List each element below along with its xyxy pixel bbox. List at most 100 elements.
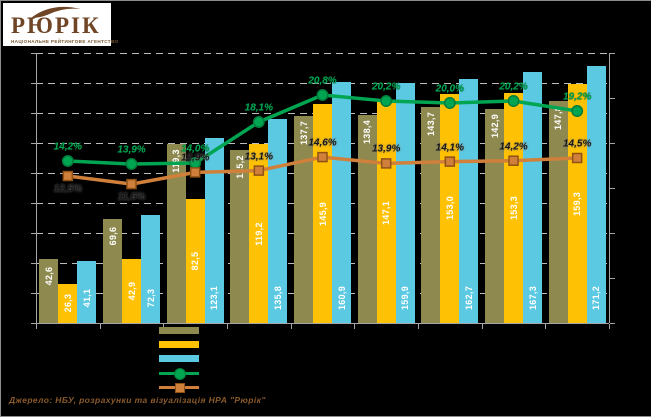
green-percent-line-marker: [316, 89, 329, 101]
olive-bar-swatch: [159, 327, 199, 334]
olive-bar: [166, 144, 186, 323]
gold-bars-value-label: 82,5: [190, 251, 201, 271]
cyan-bars-value-label: 41,1: [81, 288, 92, 308]
cyan-bar: [586, 66, 606, 323]
orange-percent-line-label: 14,5%: [562, 138, 592, 150]
gold-bars-value-label: 26,3: [62, 293, 73, 313]
legend-item-orange-line-swatch: [159, 382, 199, 393]
logo-box: РЮРІК НАЦІОНАЛЬНЕ РЕЙТИНГОВЕ АГЕНТСТВО: [3, 3, 118, 46]
olive-bars-value-label: 69,6: [107, 226, 118, 245]
gold-bars-value-label: 119,2: [253, 221, 264, 246]
olive-bars-value-label: 119,3: [171, 149, 182, 173]
y-axis-left-tick: [31, 143, 36, 144]
green-line-swatch-marker: [174, 367, 186, 380]
x-axis-tick: [36, 324, 37, 329]
y-axis-right-tick: [610, 53, 615, 54]
y-axis-left-tick: [31, 203, 36, 204]
brand-tagline: НАЦІОНАЛЬНЕ РЕЙТИНГОВЕ АГЕНТСТВО: [11, 39, 119, 44]
y-axis-left-tick: [31, 323, 36, 324]
x-axis-tick: [163, 324, 165, 329]
x-axis-tick: [418, 324, 419, 329]
y-axis-left-tick: [31, 263, 36, 264]
cyan-bar: [77, 261, 97, 323]
olive-bars-value-label: 137,7: [298, 121, 309, 146]
olive-bar: [230, 150, 250, 323]
legend-item-olive-bar-swatch: [159, 327, 199, 334]
x-axis-tick: [481, 324, 483, 329]
green-percent-line-marker: [125, 158, 138, 170]
orange-percent-line-label: 12,5%: [53, 183, 83, 195]
olive-bar: [39, 259, 59, 323]
x-axis-tick: [99, 324, 101, 329]
y-axis-right-tick: [610, 188, 615, 189]
y-axis-left-tick: [31, 83, 36, 84]
olive-bars-value-label: 138,4: [362, 120, 373, 145]
green-percent-line-label: 14,2%: [53, 141, 83, 153]
y-axis-right-tick: [610, 143, 615, 144]
orange-percent-line-label: 14,6%: [308, 137, 337, 149]
y-axis-left-tick: [31, 233, 36, 234]
y-axis-right-tick: [610, 323, 615, 324]
olive-bars-value-label: 42,6: [43, 266, 54, 286]
gold-bars-value-label: 153,0: [444, 196, 455, 221]
orange-percent-line-label: 14,2%: [499, 141, 528, 153]
green-percent-line-label: 18,1%: [244, 102, 274, 114]
olive-bars-value-label: 142,9: [489, 113, 500, 138]
orange-percent-line-label: 13,1%: [244, 151, 274, 163]
green-percent-line-marker: [252, 116, 265, 128]
olive-bar: [421, 107, 441, 323]
olive-bars-value-label: 143,7: [425, 112, 436, 137]
y-axis-left-tick: [31, 113, 36, 114]
orange-line-swatch-marker: [175, 382, 185, 393]
x-axis-tick: [227, 324, 228, 329]
orange-percent-line-label: 13,9%: [371, 143, 401, 155]
x-axis-tick: [354, 324, 356, 329]
brand-logo-text: РЮРІК: [11, 13, 101, 38]
chart-legend: [159, 327, 199, 397]
h-gridline: [36, 83, 609, 84]
cyan-bars-value-label: 171,2: [591, 285, 602, 311]
cyan-bar-swatch: [159, 355, 199, 362]
cyan-bars-value-label: 162,7: [463, 285, 474, 311]
green-percent-line-label: 13,9%: [117, 144, 146, 156]
source-note: Джерело: НБУ, розрахунки та візуалізація…: [9, 395, 266, 405]
x-axis-tick: [545, 324, 547, 329]
x-axis-line: [36, 323, 609, 324]
gold-bar-swatch: [159, 341, 199, 348]
y-axis-right-tick: [610, 278, 615, 279]
cyan-bars-value-label: 167,3: [527, 285, 538, 311]
cyan-bars-value-label: 72,3: [145, 288, 156, 308]
legend-item-gold-bar-swatch: [159, 341, 199, 348]
olive-bar: [103, 218, 122, 323]
gold-bar: [58, 283, 78, 323]
x-axis-tick: [609, 324, 610, 329]
y-axis-left-tick: [31, 173, 36, 174]
green-percent-line-label: 20,0%: [435, 83, 465, 95]
gold-bars-value-label: 153,3: [508, 196, 519, 221]
y-axis-right-tick: [610, 233, 615, 234]
green-percent-line-label: 20,8%: [308, 75, 337, 87]
gold-bar: [249, 144, 269, 323]
green-percent-line-label: 20,2%: [499, 81, 528, 93]
gold-bar: [122, 258, 141, 323]
orange-percent-line-marker: [126, 178, 137, 190]
eagle-icon: [31, 6, 81, 18]
green-percent-line-label: 19,2%: [562, 91, 592, 103]
y-axis-right-line: [609, 53, 610, 323]
y-axis-left-tick: [31, 53, 36, 54]
cyan-bars-value-label: 160,9: [336, 285, 347, 311]
cyan-bars-value-label: 159,9: [400, 285, 411, 311]
green-percent-line-marker: [61, 155, 74, 167]
h-gridline: [36, 53, 609, 54]
green-percent-line-label: 20,2%: [371, 81, 401, 93]
orange-percent-line-label: 14,1%: [435, 142, 465, 154]
gold-bars-value-label: 145,9: [317, 201, 328, 226]
cyan-bars-value-label: 135,8: [272, 285, 283, 311]
y-axis-left-line: [36, 53, 37, 323]
gold-bars-value-label: 42,9: [126, 281, 137, 301]
orange-percent-line-label: 11,6%: [117, 191, 146, 203]
olive-bars-value-label: 147,8: [553, 106, 564, 131]
gold-bar: [185, 199, 205, 323]
y-axis-right-tick: [610, 98, 615, 99]
